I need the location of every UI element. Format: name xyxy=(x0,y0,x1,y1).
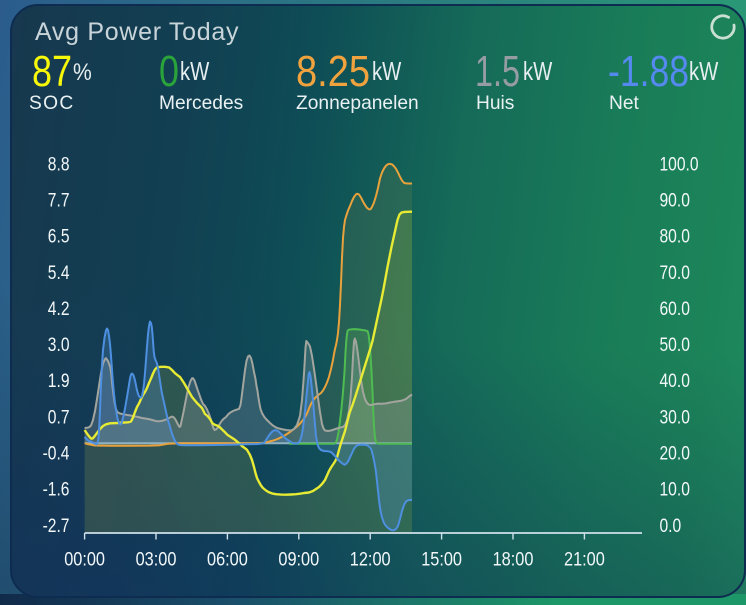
svg-text:0.0: 0.0 xyxy=(660,515,682,537)
svg-text:7.7: 7.7 xyxy=(48,190,70,212)
svg-text:10.0: 10.0 xyxy=(660,479,691,501)
svg-text:18:00: 18:00 xyxy=(493,549,534,571)
svg-text:03:00: 03:00 xyxy=(136,549,177,571)
svg-text:-0.4: -0.4 xyxy=(43,443,70,465)
svg-text:5.4: 5.4 xyxy=(48,262,70,284)
svg-text:15:00: 15:00 xyxy=(421,549,462,571)
svg-text:00:00: 00:00 xyxy=(64,549,105,571)
svg-text:80.0: 80.0 xyxy=(660,226,691,248)
svg-text:1.9: 1.9 xyxy=(48,370,70,392)
svg-text:12:00: 12:00 xyxy=(350,549,391,571)
svg-text:70.0: 70.0 xyxy=(660,262,691,284)
svg-text:-1.6: -1.6 xyxy=(43,479,70,501)
svg-text:0.7: 0.7 xyxy=(48,406,70,428)
svg-text:40.0: 40.0 xyxy=(660,370,691,392)
svg-text:90.0: 90.0 xyxy=(660,190,691,212)
svg-text:4.2: 4.2 xyxy=(48,298,70,320)
svg-text:09:00: 09:00 xyxy=(278,549,319,571)
svg-text:06:00: 06:00 xyxy=(207,549,248,571)
svg-text:-2.7: -2.7 xyxy=(43,515,70,537)
svg-text:21:00: 21:00 xyxy=(564,549,605,571)
svg-text:3.0: 3.0 xyxy=(48,334,70,356)
svg-text:8.8: 8.8 xyxy=(48,153,70,175)
svg-text:50.0: 50.0 xyxy=(660,334,691,356)
svg-text:100.0: 100.0 xyxy=(660,153,699,175)
svg-text:60.0: 60.0 xyxy=(660,298,691,320)
svg-text:6.5: 6.5 xyxy=(48,226,70,248)
svg-text:20.0: 20.0 xyxy=(660,443,691,465)
svg-text:30.0: 30.0 xyxy=(660,406,691,428)
